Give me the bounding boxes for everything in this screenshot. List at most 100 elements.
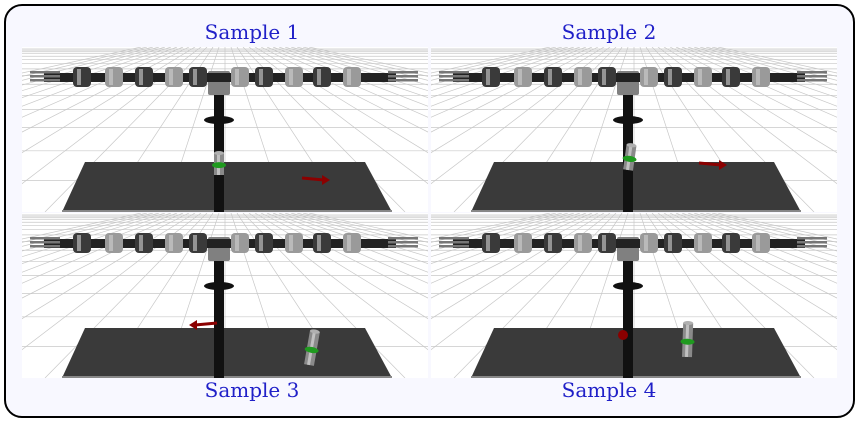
arm-joint bbox=[231, 233, 249, 253]
joint-highlight bbox=[578, 69, 582, 85]
gripper-finger-right bbox=[388, 245, 418, 248]
cylinder-cap bbox=[683, 321, 694, 326]
joint-highlight bbox=[235, 69, 239, 85]
arm-joint bbox=[105, 233, 123, 253]
joint-highlight bbox=[109, 235, 113, 251]
sample-2-render bbox=[431, 47, 837, 212]
arm-joint bbox=[313, 67, 331, 87]
arm-joint bbox=[255, 233, 273, 253]
arrow-shaft bbox=[301, 176, 325, 182]
table-top bbox=[471, 328, 801, 378]
goal-arrow bbox=[301, 175, 330, 185]
arm-joint bbox=[285, 67, 303, 87]
joint-highlight bbox=[756, 69, 760, 85]
cylinder-cap bbox=[626, 143, 637, 148]
arm-joint bbox=[285, 233, 303, 253]
arm-joint bbox=[640, 233, 658, 253]
sample-4-render bbox=[431, 213, 837, 378]
arm-joint bbox=[189, 67, 207, 87]
gripper-finger-left bbox=[439, 71, 469, 74]
arm-joint bbox=[752, 67, 770, 87]
gripper-finger-left bbox=[30, 241, 60, 244]
arm-joint bbox=[231, 67, 249, 87]
goal-sphere bbox=[618, 330, 628, 340]
gripper-finger-left bbox=[30, 79, 60, 82]
cylinder-object bbox=[622, 143, 637, 171]
table-edge bbox=[62, 210, 392, 212]
joint-highlight bbox=[347, 69, 351, 85]
arrow-shaft bbox=[698, 161, 722, 167]
joint-highlight bbox=[317, 235, 321, 251]
arm-joint bbox=[73, 67, 91, 87]
joint-highlight bbox=[726, 69, 730, 85]
arm-joint bbox=[165, 233, 183, 253]
pole-collar bbox=[204, 116, 234, 124]
gripper-finger-right bbox=[388, 237, 418, 240]
arrow-shaft bbox=[194, 321, 218, 327]
arm-joint bbox=[694, 233, 712, 253]
joint-highlight bbox=[169, 69, 173, 85]
arrow-head bbox=[719, 160, 727, 170]
arm-joint bbox=[313, 233, 331, 253]
joint-highlight bbox=[644, 235, 648, 251]
arm-joint bbox=[482, 233, 500, 253]
sample-4-scene bbox=[431, 213, 837, 378]
arm-joint bbox=[343, 67, 361, 87]
goal-arrow bbox=[698, 160, 727, 170]
gripper-finger-right bbox=[388, 75, 418, 78]
gripper-finger-right bbox=[388, 71, 418, 74]
arm-joint bbox=[105, 67, 123, 87]
robot bbox=[30, 67, 418, 212]
joint-highlight bbox=[726, 235, 730, 251]
joint-highlight bbox=[486, 69, 490, 85]
gripper-finger-right bbox=[388, 241, 418, 244]
grasp-axis-marker bbox=[622, 155, 637, 162]
joint-highlight bbox=[602, 235, 606, 251]
arm-joint bbox=[482, 67, 500, 87]
joint-highlight bbox=[193, 69, 197, 85]
table-edge bbox=[62, 376, 392, 378]
table-top bbox=[62, 162, 392, 212]
cylinder-cap bbox=[214, 151, 224, 155]
gripper-finger-right bbox=[797, 75, 827, 78]
robot-pole bbox=[214, 87, 224, 212]
pole-collar bbox=[613, 116, 643, 124]
table-edge bbox=[471, 210, 801, 212]
joint-highlight bbox=[486, 235, 490, 251]
joint-highlight bbox=[668, 235, 672, 251]
arm-joint bbox=[189, 233, 207, 253]
pole-collar bbox=[613, 282, 643, 290]
goal-arrow bbox=[189, 320, 218, 330]
table-top bbox=[471, 162, 801, 212]
gripper-finger-right bbox=[797, 241, 827, 244]
joint-highlight bbox=[578, 235, 582, 251]
gripper-finger-left bbox=[30, 71, 60, 74]
joint-highlight bbox=[317, 69, 321, 85]
gripper-finger-right bbox=[388, 79, 418, 82]
gripper-finger-left bbox=[439, 241, 469, 244]
joint-highlight bbox=[259, 235, 263, 251]
sample-2-scene bbox=[431, 47, 837, 212]
gripper-finger-left bbox=[30, 237, 60, 240]
arm-joint bbox=[135, 67, 153, 87]
arm-joint bbox=[343, 233, 361, 253]
cylinder-object bbox=[212, 151, 226, 175]
arm-joint bbox=[574, 67, 592, 87]
joint-highlight bbox=[644, 69, 648, 85]
gripper-finger-right bbox=[797, 245, 827, 248]
joint-highlight bbox=[518, 69, 522, 85]
joint-highlight bbox=[698, 69, 702, 85]
cylinder-object bbox=[680, 321, 695, 358]
joint-highlight bbox=[518, 235, 522, 251]
gripper-finger-right bbox=[797, 237, 827, 240]
sample-1-label: Sample 1 bbox=[204, 20, 300, 44]
robot-arm-base bbox=[453, 73, 805, 82]
arm-joint bbox=[598, 67, 616, 87]
arm-joint bbox=[514, 67, 532, 87]
pole-collar bbox=[204, 282, 234, 290]
gripper-finger-left bbox=[439, 79, 469, 82]
robot-arm-base bbox=[44, 239, 396, 248]
gripper-finger-left bbox=[439, 237, 469, 240]
robot-pole bbox=[623, 253, 633, 378]
arm-joint bbox=[752, 233, 770, 253]
